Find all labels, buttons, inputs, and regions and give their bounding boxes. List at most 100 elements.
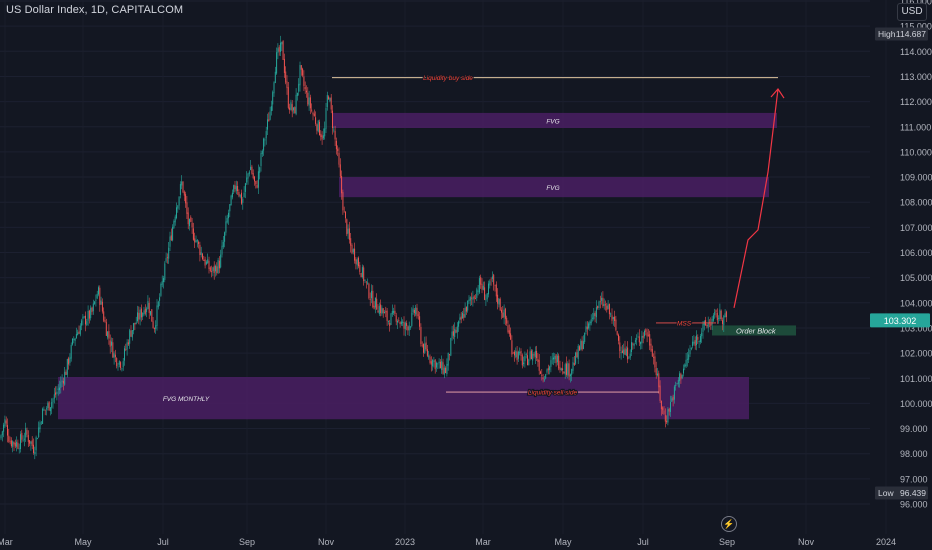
order-block-zone[interactable] [712,325,796,336]
candle-body [348,228,350,240]
candle-body [181,181,183,186]
candle-body [198,241,200,245]
candle-body [629,353,631,358]
candle-body [267,119,268,130]
candle-body [389,322,391,327]
bolt-icon[interactable]: ⚡ [721,516,737,532]
candle-body [360,273,362,278]
candle-body [671,398,673,402]
candle-body [725,311,727,318]
fvg-monthly-zone[interactable] [58,376,749,420]
candle-body [307,92,309,105]
candle-body [220,254,222,268]
candle-body [564,364,566,375]
candle-body [358,257,359,267]
candle-body [476,289,478,298]
candle-body [342,192,344,211]
candle-body [17,442,19,449]
candle-body [378,306,380,314]
candle-body [194,238,196,243]
candle-body [170,235,172,241]
candle-body [484,287,486,300]
candle-body [594,312,596,317]
x-tick-label: Nov [798,537,815,547]
candle-body [681,375,683,379]
candle-body [545,374,547,379]
candle-body [696,335,697,346]
candle-body [620,352,622,353]
candle-body [29,440,31,444]
candle-body [255,180,257,185]
candle-body [57,388,59,390]
current-price-label: 103.302 [884,316,917,326]
candle-body [157,301,159,308]
projection-arrow[interactable] [733,88,779,308]
candle-body [428,355,430,358]
candle-body [329,98,331,101]
candle-body [634,340,636,342]
candle-body [317,120,319,132]
candle-body [189,218,190,227]
candle-body [302,68,304,76]
candle-body [321,135,323,140]
candle-body [320,133,322,137]
candle-body [129,330,131,344]
candle-body [0,435,2,439]
candle-body [126,342,128,350]
time-axis[interactable]: Mar May Jul Sep Nov 2023 Mar May Jul Sep Nov 2024 [0,537,896,547]
fvg-upper-zone[interactable] [332,112,777,129]
candle-body [451,331,453,339]
y-tick-label: 115.000 [900,22,932,32]
candle-body [257,171,259,188]
candle-body [524,355,526,362]
candle-body [501,309,502,313]
candle-body [52,398,54,403]
candle-body [611,315,613,321]
candle-body [325,107,327,130]
candle-body [563,371,565,374]
candle-body [597,306,599,309]
candle-body [429,356,431,363]
currency-button[interactable]: USD [897,3,927,21]
candle-body [382,308,384,314]
candle-body [506,317,508,324]
candle-body [111,341,112,346]
annotation-lines-layer: Liquidity buy side Liquidity sell side MSS [332,74,778,398]
candle-body [523,362,525,364]
candle-body [497,294,499,304]
candle-body [196,239,198,242]
candle-body [286,81,288,89]
candle-body [91,307,93,313]
candle-body [715,310,717,313]
y-tick-label: 113.000 [900,72,932,82]
candle-body [172,226,174,241]
fvg-lower-zone[interactable] [339,177,769,198]
candle-body [165,258,167,262]
candle-body [374,297,376,308]
candle-body [580,340,582,350]
candle-body [278,46,280,52]
candle-body [25,428,27,438]
candle-body [507,325,509,333]
candles-layer [0,35,727,460]
candle-body [105,322,107,336]
candle-body [36,438,38,440]
candle-body [393,310,395,313]
candle-body [176,207,177,219]
candle-body [582,341,584,349]
candle-body [92,303,94,312]
candle-body [543,379,545,381]
price-axis[interactable]: 96.000 97.000 98.000 99.000 100.000 101.000 10… [900,0,932,510]
candle-body [363,267,365,282]
candle-body [293,107,294,111]
candle-body [527,355,528,366]
candle-body [39,422,41,430]
current-price-badge [870,313,930,328]
candle-body [247,173,249,179]
candle-body [151,309,153,322]
candle-body [504,308,506,319]
candle-body [690,347,692,350]
candle-body [714,311,716,316]
candle-body [90,307,92,319]
